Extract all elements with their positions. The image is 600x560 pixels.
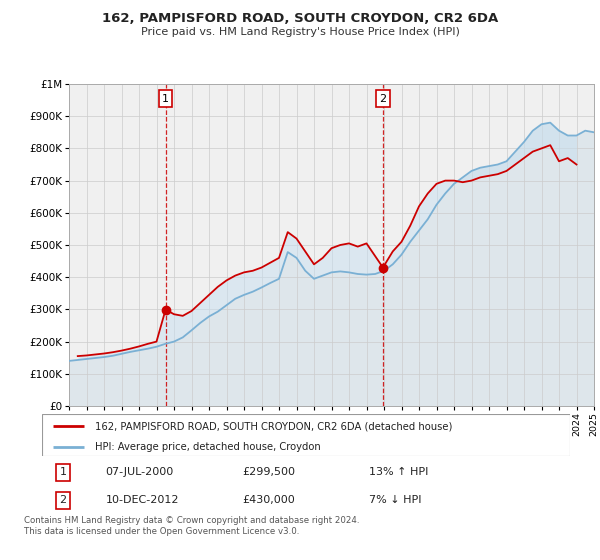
Text: £299,500: £299,500 <box>242 467 296 477</box>
Text: HPI: Average price, detached house, Croydon: HPI: Average price, detached house, Croy… <box>95 442 320 452</box>
Text: 162, PAMPISFORD ROAD, SOUTH CROYDON, CR2 6DA: 162, PAMPISFORD ROAD, SOUTH CROYDON, CR2… <box>102 12 498 25</box>
Text: 2: 2 <box>59 496 67 506</box>
Text: £430,000: £430,000 <box>242 496 295 506</box>
Text: 7% ↓ HPI: 7% ↓ HPI <box>370 496 422 506</box>
Text: 162, PAMPISFORD ROAD, SOUTH CROYDON, CR2 6DA (detached house): 162, PAMPISFORD ROAD, SOUTH CROYDON, CR2… <box>95 421 452 431</box>
Text: 1: 1 <box>59 467 67 477</box>
Text: 1: 1 <box>162 94 169 104</box>
Text: Price paid vs. HM Land Registry's House Price Index (HPI): Price paid vs. HM Land Registry's House … <box>140 27 460 37</box>
Text: 2: 2 <box>379 94 386 104</box>
Text: 13% ↑ HPI: 13% ↑ HPI <box>370 467 429 477</box>
Text: 10-DEC-2012: 10-DEC-2012 <box>106 496 179 506</box>
Text: 07-JUL-2000: 07-JUL-2000 <box>106 467 173 477</box>
Text: Contains HM Land Registry data © Crown copyright and database right 2024.
This d: Contains HM Land Registry data © Crown c… <box>24 516 359 536</box>
